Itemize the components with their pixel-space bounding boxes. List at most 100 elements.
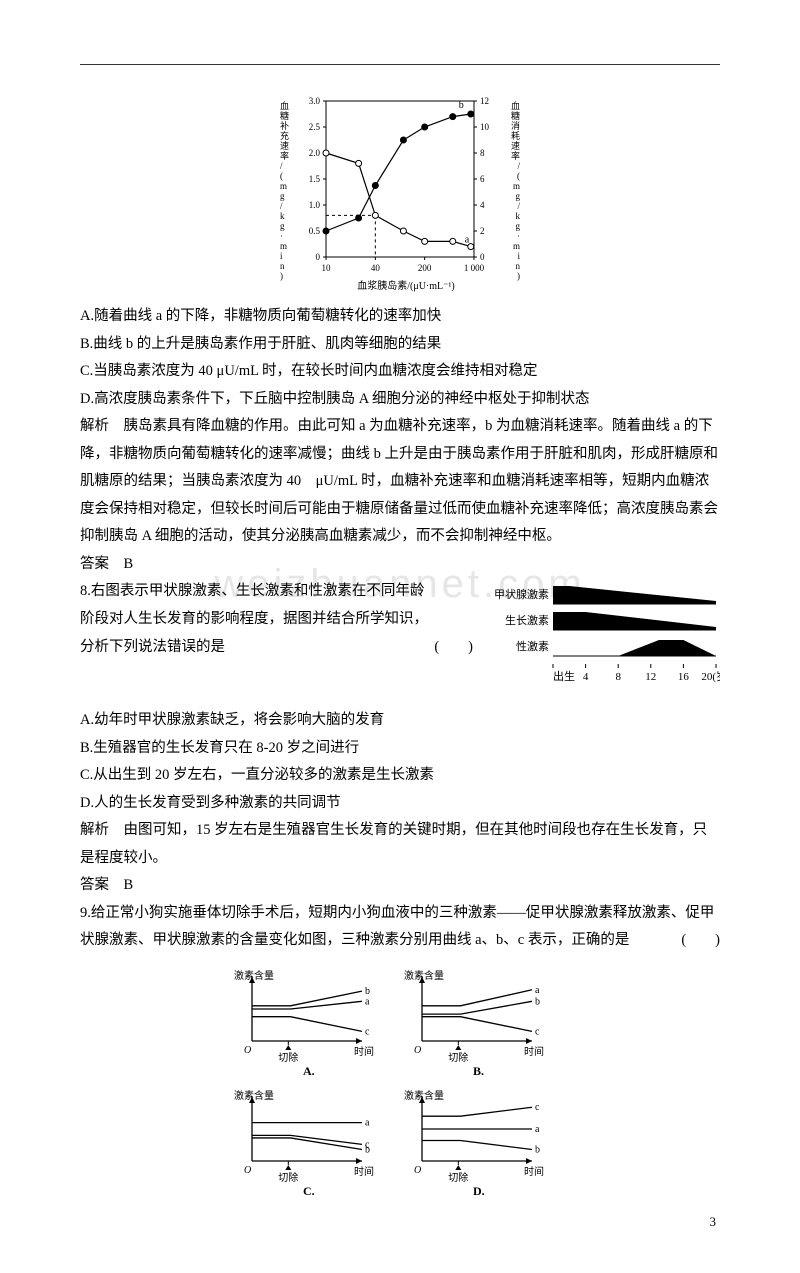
svg-text:A.: A.: [303, 1064, 315, 1078]
svg-text:0.5: 0.5: [309, 226, 321, 236]
svg-text:2.5: 2.5: [309, 122, 321, 132]
svg-text:c: c: [365, 1026, 370, 1037]
svg-text:切除: 切除: [278, 1051, 298, 1064]
svg-text:16: 16: [678, 671, 690, 683]
q8-option-a: A.幼年时甲状腺激素缺乏，将会影响大脑的发育: [80, 707, 720, 735]
svg-text:a: a: [535, 1124, 540, 1135]
svg-text:a: a: [535, 985, 540, 996]
svg-text:切除: 切除: [448, 1051, 468, 1064]
svg-text:0: 0: [316, 252, 321, 262]
svg-text:血: 血: [511, 100, 520, 111]
svg-text:g: g: [516, 191, 521, 201]
q9-paren: ( ): [681, 927, 720, 955]
svg-text:i: i: [280, 251, 283, 261]
svg-text:2: 2: [480, 226, 485, 236]
svg-text:a: a: [465, 235, 470, 246]
svg-text:切除: 切除: [448, 1171, 468, 1184]
svg-text:a: a: [365, 1118, 370, 1129]
svg-text:m: m: [280, 241, 287, 251]
q7-chart-svg: 00.51.01.52.02.53.002468101210402001 000…: [270, 93, 530, 293]
svg-text:(: (: [280, 171, 283, 181]
svg-text:3.0: 3.0: [309, 96, 321, 106]
svg-text:/: /: [280, 161, 283, 171]
svg-text:耗: 耗: [511, 131, 520, 141]
top-rule: [80, 64, 720, 65]
svg-text:血: 血: [280, 100, 289, 111]
q7-option-d: D.高浓度胰岛素条件下，下丘脑中控制胰岛 A 细胞分泌的神经中枢处于抑制状态: [80, 386, 720, 414]
svg-text:g: g: [516, 221, 521, 231]
svg-text:血浆胰岛素/(μU·mL⁻¹): 血浆胰岛素/(μU·mL⁻¹): [357, 279, 455, 292]
svg-text:b: b: [535, 1144, 540, 1155]
q9-block: 9.给正常小狗实施垂体切除手术后，短期内小狗血液中的三种激素——促甲状腺激素释放…: [80, 900, 720, 1215]
svg-text:激素含量: 激素含量: [404, 969, 444, 982]
svg-text:时间: 时间: [354, 1045, 374, 1058]
q9-stem-text: 9.给正常小狗实施垂体切除手术后，短期内小狗血液中的三种激素——促甲状腺激素释放…: [80, 905, 714, 949]
q9-panels: 激素含量时间切除ObacA.激素含量时间切除OabcB.激素含量时间切除Oacb…: [80, 955, 720, 1215]
svg-text:): ): [280, 271, 283, 281]
svg-text:糖: 糖: [511, 110, 520, 121]
svg-text:10: 10: [480, 122, 490, 132]
svg-text:0: 0: [480, 252, 485, 262]
svg-text:B.: B.: [473, 1064, 484, 1078]
svg-text:(: (: [517, 171, 520, 181]
svg-text:1.0: 1.0: [309, 200, 321, 210]
svg-text:g: g: [280, 191, 285, 201]
svg-text:性激素: 性激素: [516, 639, 549, 653]
svg-text:C.: C.: [303, 1184, 315, 1198]
svg-text:b: b: [365, 1144, 370, 1155]
svg-text:·: ·: [517, 231, 520, 241]
svg-text:率: 率: [511, 150, 520, 161]
q8-chart: 甲状腺激素生长激素性激素出生48121620(岁): [485, 582, 720, 703]
svg-text:激素含量: 激素含量: [234, 969, 274, 982]
svg-text:40: 40: [371, 263, 381, 273]
svg-text:甲状腺激素: 甲状腺激素: [494, 587, 549, 601]
page-content: 00.51.01.52.02.53.002468101210402001 000…: [0, 0, 800, 1273]
svg-text:): ): [517, 271, 520, 281]
svg-text:/: /: [280, 201, 283, 211]
svg-text:O: O: [244, 1165, 251, 1176]
svg-text:补: 补: [280, 120, 289, 131]
q7-option-c: C.当胰岛素浓度为 40 μU/mL 时，在较长时间内血糖浓度会维持相对稳定: [80, 358, 720, 386]
q7-option-b: B.曲线 b 的上升是胰岛素作用于肝脏、肌肉等细胞的结果: [80, 331, 720, 359]
svg-text:200: 200: [418, 263, 432, 273]
q7-option-a: A.随着曲线 a 的下降，非糖物质向葡萄糖转化的速率加快: [80, 303, 720, 331]
svg-text:m: m: [280, 181, 287, 191]
svg-text:O: O: [414, 1165, 421, 1176]
svg-text:c: c: [535, 1102, 540, 1113]
q8-paren: ( ): [434, 634, 473, 662]
q8-stem-text: 分析下列说法错误的是: [80, 639, 225, 655]
svg-text:生长激素: 生长激素: [505, 613, 549, 627]
svg-text:8: 8: [480, 148, 485, 158]
svg-text:糖: 糖: [280, 110, 289, 121]
q7-analysis: 解析 胰岛素具有降血糖的作用。由此可知 a 为血糖补充速率，b 为血糖消耗速率。…: [80, 413, 720, 551]
page-number: 3: [710, 1210, 717, 1235]
svg-text:10: 10: [322, 263, 332, 273]
q7-options-block: A.随着曲线 a 的下降，非糖物质向葡萄糖转化的速率加快 B.曲线 b 的上升是…: [80, 303, 720, 578]
svg-text:速: 速: [511, 141, 520, 151]
svg-text:m: m: [513, 241, 520, 251]
svg-text:时间: 时间: [524, 1045, 544, 1058]
svg-text:充: 充: [280, 130, 289, 141]
svg-text:a: a: [365, 996, 370, 1007]
svg-text:O: O: [244, 1045, 251, 1056]
q9-stem: 9.给正常小狗实施垂体切除手术后，短期内小狗血液中的三种激素——促甲状腺激素释放…: [80, 900, 720, 955]
svg-text:4: 4: [480, 200, 485, 210]
svg-text:·: ·: [280, 231, 283, 241]
q8-block: 甲状腺激素生长激素性激素出生48121620(岁) 8.右图表示甲状腺激素、生长…: [80, 578, 720, 899]
svg-text:激素含量: 激素含量: [404, 1089, 444, 1102]
svg-text:k: k: [280, 211, 285, 221]
svg-text:O: O: [414, 1045, 421, 1056]
q7-chart: 00.51.01.52.02.53.002468101210402001 000…: [80, 93, 720, 293]
svg-text:速: 速: [280, 141, 289, 151]
svg-text:c: c: [535, 1026, 540, 1037]
q8-answer: 答案 B: [80, 872, 720, 900]
svg-text:切除: 切除: [278, 1171, 298, 1184]
svg-text:6: 6: [480, 174, 485, 184]
q9-panels-svg: 激素含量时间切除ObacA.激素含量时间切除OabcB.激素含量时间切除Oacb…: [200, 955, 600, 1215]
q7-answer: 答案 B: [80, 551, 720, 579]
svg-text:12: 12: [480, 96, 489, 106]
svg-text:D.: D.: [473, 1184, 485, 1198]
svg-text:8: 8: [615, 671, 621, 683]
svg-text:k: k: [516, 211, 521, 221]
svg-text:4: 4: [583, 671, 589, 683]
